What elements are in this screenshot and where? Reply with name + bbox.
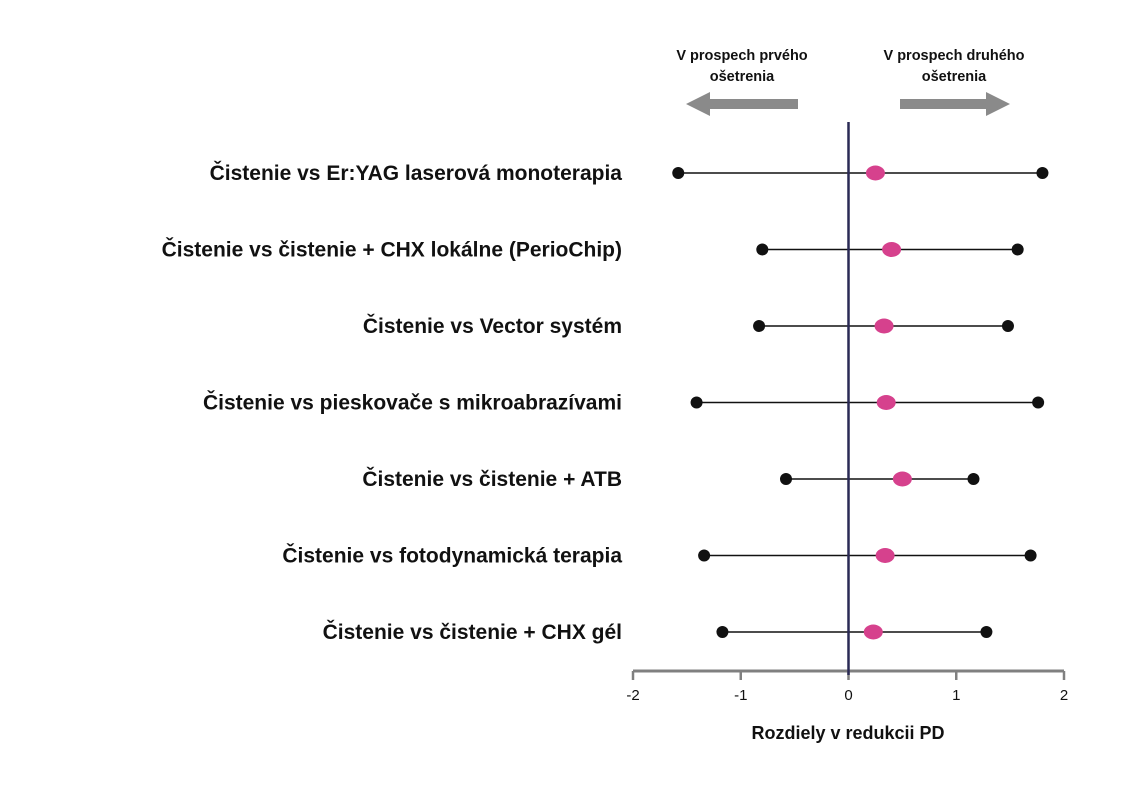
x-tick-label: 2 bbox=[1060, 687, 1068, 704]
left-direction-label-line1: V prospech prvého bbox=[676, 48, 807, 64]
category-label: Čistenie vs Er:YAG laserová monoterapia bbox=[210, 161, 623, 185]
x-axis-ticks: -2 -1 0 1 2 bbox=[626, 671, 1068, 704]
forest-row: Čistenie vs fotodynamická terapia bbox=[282, 544, 1037, 568]
ci-lower-endpoint bbox=[756, 243, 769, 256]
right-arrow bbox=[900, 92, 1010, 116]
left-arrow bbox=[686, 92, 798, 116]
right-direction-label-line2: ošetrenia bbox=[922, 69, 987, 85]
category-label: Čistenie vs fotodynamická terapia bbox=[282, 544, 622, 568]
x-tick-label: 1 bbox=[952, 687, 960, 704]
point-estimate-marker bbox=[865, 165, 885, 181]
point-estimate-marker bbox=[875, 548, 895, 563]
ci-upper-endpoint bbox=[1036, 167, 1049, 179]
x-tick-label: -1 bbox=[734, 687, 747, 704]
forest-rows: Čistenie vs Er:YAG laserová monoterapia Č… bbox=[162, 161, 1049, 644]
ci-lower-endpoint bbox=[780, 473, 793, 485]
ci-upper-endpoint bbox=[980, 626, 993, 638]
x-tick-label: 0 bbox=[844, 687, 852, 704]
point-estimate-marker bbox=[874, 318, 894, 334]
category-label: Čistenie vs čistenie + CHX lokálne (Peri… bbox=[162, 238, 622, 262]
ci-lower-endpoint bbox=[753, 320, 766, 332]
ci-upper-endpoint bbox=[967, 473, 980, 485]
left-direction-label-line2: ošetrenia bbox=[710, 69, 775, 85]
category-label: Čistenie vs čistenie + CHX gél bbox=[323, 620, 622, 644]
ci-lower-endpoint bbox=[690, 396, 703, 409]
forest-row: Čistenie vs čistenie + ATB bbox=[362, 467, 980, 491]
ci-upper-endpoint bbox=[1032, 396, 1045, 409]
point-estimate-marker bbox=[863, 624, 883, 640]
category-label: Čistenie vs čistenie + ATB bbox=[362, 467, 622, 491]
ci-lower-endpoint bbox=[672, 167, 685, 179]
right-direction-label-line1: V prospech druhého bbox=[884, 48, 1025, 64]
forest-row: Čistenie vs Er:YAG laserová monoterapia bbox=[210, 161, 1049, 185]
ci-upper-endpoint bbox=[1024, 549, 1037, 562]
forest-row: Čistenie vs čistenie + CHX gél bbox=[323, 620, 993, 644]
point-estimate-marker bbox=[876, 395, 896, 410]
forest-row: Čistenie vs čistenie + CHX lokálne (Peri… bbox=[162, 238, 1024, 262]
ci-lower-endpoint bbox=[698, 549, 711, 562]
category-label: Čistenie vs Vector systém bbox=[363, 314, 622, 338]
point-estimate-marker bbox=[882, 242, 902, 257]
forest-row: Čistenie vs pieskovače s mikroabrazívami bbox=[203, 391, 1045, 415]
ci-upper-endpoint bbox=[1011, 243, 1024, 256]
x-tick-label: -2 bbox=[626, 687, 639, 704]
forest-row: Čistenie vs Vector systém bbox=[363, 314, 1014, 338]
ci-upper-endpoint bbox=[1001, 320, 1014, 332]
category-label: Čistenie vs pieskovače s mikroabrazívami bbox=[203, 391, 622, 415]
ci-lower-endpoint bbox=[716, 626, 729, 638]
point-estimates bbox=[863, 165, 912, 640]
x-axis-title: Rozdiely v redukcii PD bbox=[751, 723, 944, 743]
point-estimate-marker bbox=[892, 471, 912, 487]
